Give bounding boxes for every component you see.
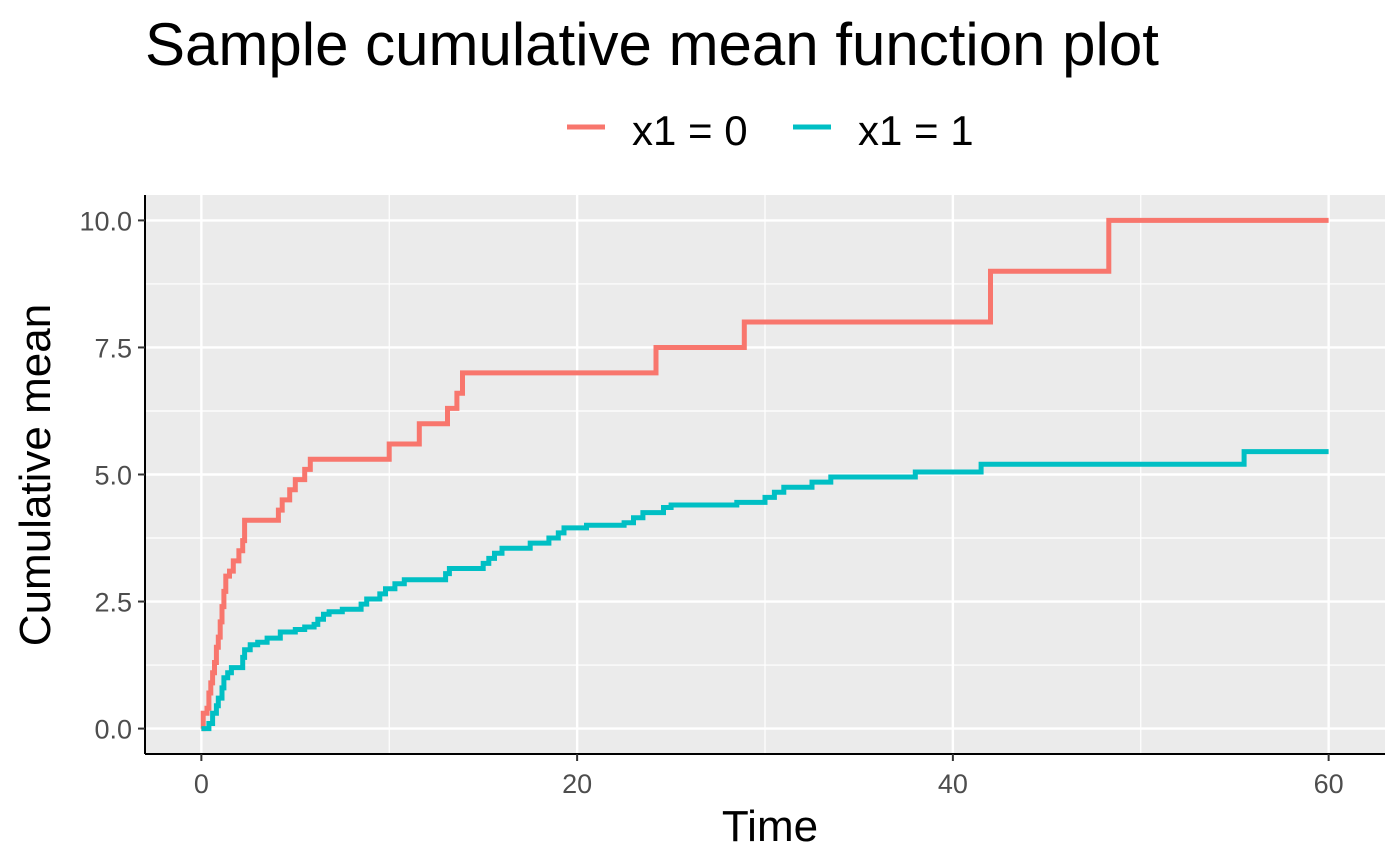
series-line-1 bbox=[201, 449, 1329, 732]
x-axis-label: Time bbox=[722, 802, 818, 851]
x-tick-label: 60 bbox=[1314, 769, 1344, 799]
series-line-0 bbox=[200, 217, 1329, 732]
y-tick-label: 5.0 bbox=[94, 461, 132, 491]
x-tick-label: 0 bbox=[194, 769, 209, 799]
y-tick-label: 2.5 bbox=[94, 588, 132, 618]
y-tick-label: 0.0 bbox=[94, 715, 132, 745]
x-tick-label: 20 bbox=[562, 769, 592, 799]
grid-major bbox=[145, 195, 1385, 754]
x-ticks: 0 20 40 60 bbox=[194, 754, 1344, 799]
y-ticks: 0.0 2.5 5.0 7.5 10.0 bbox=[79, 206, 145, 745]
y-axis-label: Cumulative mean bbox=[11, 304, 60, 646]
x-tick-label: 40 bbox=[938, 769, 968, 799]
legend: x1 = 0 x1 = 1 bbox=[567, 107, 974, 154]
chart-title: Sample cumulative mean function plot bbox=[145, 11, 1159, 78]
y-tick-label: 10.0 bbox=[79, 206, 132, 236]
y-tick-label: 7.5 bbox=[94, 333, 132, 363]
legend-label-x1-1: x1 = 1 bbox=[858, 107, 974, 154]
series-layer bbox=[200, 217, 1329, 732]
legend-label-x1-0: x1 = 0 bbox=[632, 107, 748, 154]
